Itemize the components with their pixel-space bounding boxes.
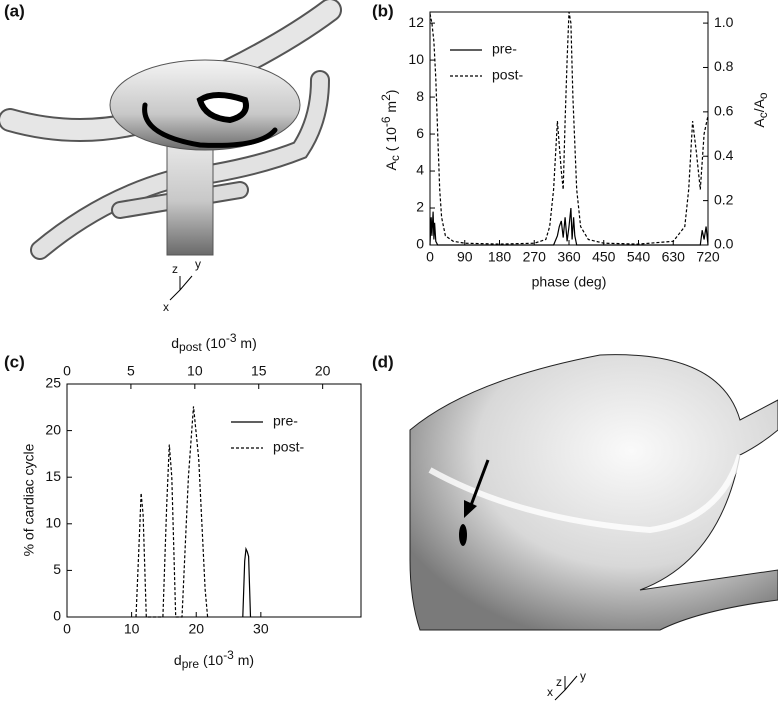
y2-tick-label: 0.6 <box>714 103 734 119</box>
triad-label: y <box>195 257 201 271</box>
x-tick-label: 540 <box>627 249 651 265</box>
y-tick-label: 0 <box>416 236 424 252</box>
y-tick-label: 20 <box>45 421 61 437</box>
y2-tick-label: 0.8 <box>714 58 734 74</box>
y-tick-label: 8 <box>416 88 424 104</box>
legend-label: post- <box>273 439 304 455</box>
label-part: c <box>388 155 402 161</box>
label-part: -6 <box>379 116 393 127</box>
label-part: ) <box>383 90 399 95</box>
triad-d <box>554 675 578 701</box>
plot-frame <box>429 11 709 246</box>
label-part: A <box>383 160 399 170</box>
y-tick-label: 10 <box>408 51 424 67</box>
x-tick-label: 630 <box>662 249 686 265</box>
series-line <box>429 11 709 245</box>
x-axis-label: phase (deg) <box>532 274 607 290</box>
x-axis-label: dpre (10-3 m) <box>174 648 254 671</box>
label-part: A <box>751 118 767 128</box>
y-tick-label: 0 <box>53 608 61 624</box>
panel-label: (d) <box>372 352 394 371</box>
x-tick-label: 450 <box>592 249 616 265</box>
triad-label: z <box>556 675 562 689</box>
x2-tick-label: 0 <box>63 363 71 379</box>
label-part: /A <box>751 98 767 112</box>
panel-label: (b) <box>372 1 394 20</box>
label-part: (10 <box>202 335 226 351</box>
vessel-a <box>0 0 342 260</box>
triad-label: x <box>547 685 553 699</box>
label-part: o <box>756 92 770 99</box>
series-line <box>429 207 709 246</box>
triad-label: x <box>163 300 169 314</box>
y2-axis-label: Ac/Ao <box>751 92 770 128</box>
label-part: -3 <box>226 331 237 345</box>
y-tick-label: 25 <box>45 375 61 391</box>
plot-frame <box>66 383 362 618</box>
x-tick-label: 720 <box>696 249 720 265</box>
x-tick-label: 270 <box>523 249 547 265</box>
x-tick-label: 20 <box>188 621 204 637</box>
y-tick-label: 4 <box>416 162 424 178</box>
series-line <box>242 546 252 618</box>
label-part: d <box>174 652 182 668</box>
x-tick-label: 10 <box>124 621 140 637</box>
label-part: c <box>756 112 770 118</box>
vessel-d <box>409 354 778 631</box>
y2-tick-label: 0.0 <box>714 236 734 252</box>
x-tick-label: 180 <box>488 249 512 265</box>
y-tick-label: 2 <box>416 199 424 215</box>
y-tick-label: 5 <box>53 561 61 577</box>
panel-label: (a) <box>4 1 25 20</box>
x2-tick-label: 15 <box>251 363 267 379</box>
y2-tick-label: 1.0 <box>714 14 734 30</box>
triad-label: y <box>580 669 586 683</box>
y2-tick-label: 0.2 <box>714 191 734 207</box>
label-part: m) <box>234 652 254 668</box>
triad-label: z <box>172 262 178 276</box>
label-part: d <box>171 335 179 351</box>
label-part: m <box>383 101 399 117</box>
series-line <box>135 406 209 618</box>
legend-label: pre- <box>492 41 517 57</box>
x-tick-label: 30 <box>253 621 269 637</box>
x2-tick-label: 10 <box>187 363 203 379</box>
y-tick-label: 12 <box>408 14 424 30</box>
x2-tick-label: 20 <box>315 363 331 379</box>
label-part: m) <box>237 335 257 351</box>
label-part: (10 <box>199 652 223 668</box>
panel-label: (c) <box>4 352 25 371</box>
x2-axis-label: dpost (10-3 m) <box>171 331 257 354</box>
y-tick-label: 6 <box>416 125 424 141</box>
triad-a <box>169 275 193 301</box>
label-part: pre <box>182 657 200 671</box>
x-tick-label: 90 <box>457 249 473 265</box>
y-tick-label: 15 <box>45 468 61 484</box>
x-tick-label: 0 <box>426 249 434 265</box>
y-axis-label: % of cardiac cycle <box>21 443 37 556</box>
x-tick-label: 360 <box>557 249 581 265</box>
y-axis-label: Ac ( 10-6 m2) <box>379 90 402 171</box>
x-tick-label: 0 <box>63 621 71 637</box>
label-part: -3 <box>223 648 234 662</box>
legend-label: pre- <box>273 413 298 429</box>
legend-label: post- <box>492 67 523 83</box>
x2-tick-label: 5 <box>127 363 135 379</box>
label-part: ( 10 <box>383 127 399 155</box>
y2-tick-label: 0.4 <box>714 147 734 163</box>
label-part: 2 <box>379 94 393 101</box>
label-part: post <box>179 340 202 354</box>
y-tick-label: 10 <box>45 515 61 531</box>
